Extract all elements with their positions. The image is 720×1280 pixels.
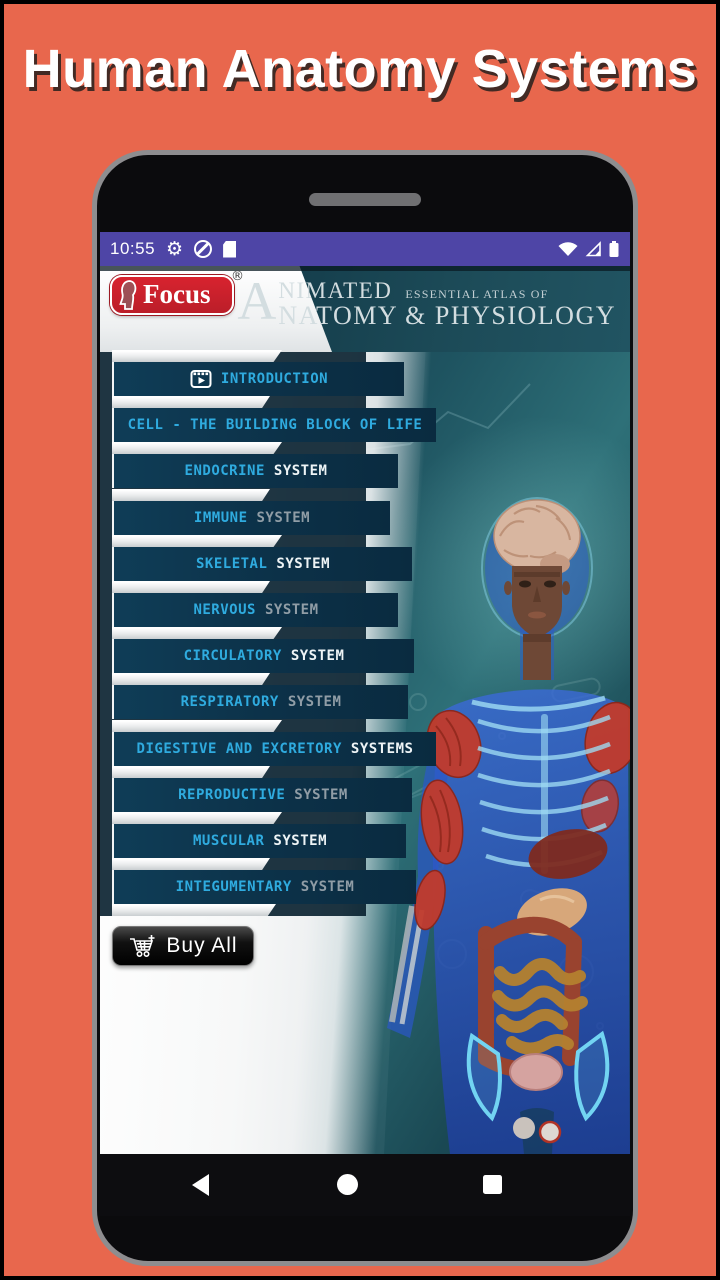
menu-item-label: CIRCULATORY <box>183 648 282 664</box>
buy-all-label: Buy All <box>166 934 238 957</box>
signal-icon <box>585 241 601 257</box>
brand-name: Focus <box>143 278 211 309</box>
video-icon <box>190 370 212 388</box>
cart-plus-icon <box>130 935 155 957</box>
android-nav-bar <box>100 1154 630 1216</box>
menu-item-suffix: SYSTEM <box>300 879 355 895</box>
menu-item-suffix: SYSTEMS <box>350 741 414 757</box>
menu-item-label: NERVOUS <box>193 602 256 618</box>
menu-item-suffix: SYSTEM <box>264 602 319 618</box>
menu-divider-bar <box>112 535 282 547</box>
header-tagline: ESSENTIAL ATLAS OF <box>405 287 549 301</box>
menu-item-label: INTRODUCTION <box>220 371 329 387</box>
menu-divider-bar <box>112 581 270 593</box>
app-header: Focus ® A NIMATED ESSENTIAL ATLAS OF NAT… <box>100 266 630 352</box>
menu-item-suffix: SYSTEM <box>290 648 345 664</box>
menu-item-immune[interactable]: IMMUNE SYSTEM <box>112 501 390 535</box>
menu-item-label: CELL - THE BUILDING BLOCK OF LIFE <box>127 417 423 433</box>
settings-gear-icon: ⚙ <box>166 237 184 260</box>
menu-item-label: SKELETAL <box>195 556 268 572</box>
menu-divider-bar <box>112 489 270 501</box>
header-top-edge <box>100 266 630 271</box>
menu-item-suffix: SYSTEM <box>287 694 342 710</box>
data-saver-icon <box>194 240 213 258</box>
menu-item-circulatory[interactable]: CIRCULATORY SYSTEM <box>112 639 414 673</box>
menu-item-integumentary[interactable]: INTEGUMENTARY SYSTEM <box>112 870 416 904</box>
sd-card-icon <box>223 240 237 258</box>
home-button[interactable] <box>337 1174 358 1195</box>
menu-item-introduction[interactable]: INTRODUCTION <box>112 362 404 396</box>
back-button[interactable] <box>192 1174 209 1196</box>
menu-item-suffix: SYSTEM <box>294 787 348 803</box>
wifi-icon <box>558 242 578 256</box>
menu-item-label: IMMUNE <box>193 510 248 526</box>
menu-item-suffix: SYSTEM <box>273 463 328 479</box>
menu-item-label: REPRODUCTIVE <box>178 787 286 803</box>
menu-item-label: ENDOCRINE <box>184 463 265 479</box>
header-word-bottom: NATOMY & PHYSIOLOGY <box>278 301 616 330</box>
menu-item-cell[interactable]: CELL - THE BUILDING BLOCK OF LIFE <box>112 408 436 442</box>
status-bar: 10:55 ⚙ <box>100 232 630 266</box>
menu-item-respiratory[interactable]: RESPIRATORY SYSTEM <box>112 685 408 719</box>
menu-divider-bar <box>112 858 270 870</box>
app-content: Focus ® A NIMATED ESSENTIAL ATLAS OF NAT… <box>100 266 630 1154</box>
menu-divider-bar <box>112 442 282 454</box>
menu-item-label: INTEGUMENTARY <box>175 879 292 895</box>
focus-brand-logo: Focus ® <box>110 269 244 315</box>
menu-item-suffix: SYSTEM <box>256 510 311 526</box>
menu-item-skeletal[interactable]: SKELETAL SYSTEM <box>112 547 412 581</box>
status-time: 10:55 <box>110 239 156 258</box>
header-big-letter: A <box>237 271 277 331</box>
phone-screen: 10:55 ⚙ <box>100 232 630 1216</box>
phone-frame: 10:55 ⚙ <box>92 150 638 1266</box>
menu-item-reproductive[interactable]: REPRODUCTIVE SYSTEM <box>112 778 412 812</box>
menu-divider-bar <box>112 673 270 685</box>
menu-divider-bar <box>112 350 282 362</box>
menu-item-suffix: SYSTEM <box>276 556 330 572</box>
menu-item-label: RESPIRATORY <box>180 694 279 710</box>
registered-mark: ® <box>231 269 244 284</box>
menu-divider-bar <box>112 627 282 639</box>
recents-button[interactable] <box>483 1175 502 1194</box>
menu-divider-bar <box>112 766 270 778</box>
menu-item-endocrine[interactable]: ENDOCRINE SYSTEM <box>112 454 398 488</box>
menu-divider-bar <box>112 904 276 916</box>
menu-divider-bar <box>112 720 282 732</box>
menu-item-label: DIGESTIVE AND EXCRETORY <box>136 741 342 757</box>
focus-head-icon <box>119 280 137 310</box>
menu-item-suffix: SYSTEM <box>273 833 327 849</box>
page-title: Human Anatomy Systems <box>22 39 698 99</box>
menu-item-nervous[interactable]: NERVOUS SYSTEM <box>112 593 398 627</box>
menu-divider-bar <box>112 812 282 824</box>
header-word-top: NIMATED <box>278 278 393 303</box>
phone-speaker <box>309 193 421 206</box>
menu-divider-bar <box>112 396 270 408</box>
buy-all-button[interactable]: Buy All <box>112 926 254 966</box>
menu-item-muscular[interactable]: MUSCULAR SYSTEM <box>112 824 406 858</box>
header-title: A NIMATED ESSENTIAL ATLAS OF NATOMY & PH… <box>237 271 616 331</box>
menu-item-digestive[interactable]: DIGESTIVE AND EXCRETORY SYSTEMS <box>112 732 436 766</box>
menu-item-label: MUSCULAR <box>192 833 265 849</box>
battery-icon <box>609 241 619 257</box>
